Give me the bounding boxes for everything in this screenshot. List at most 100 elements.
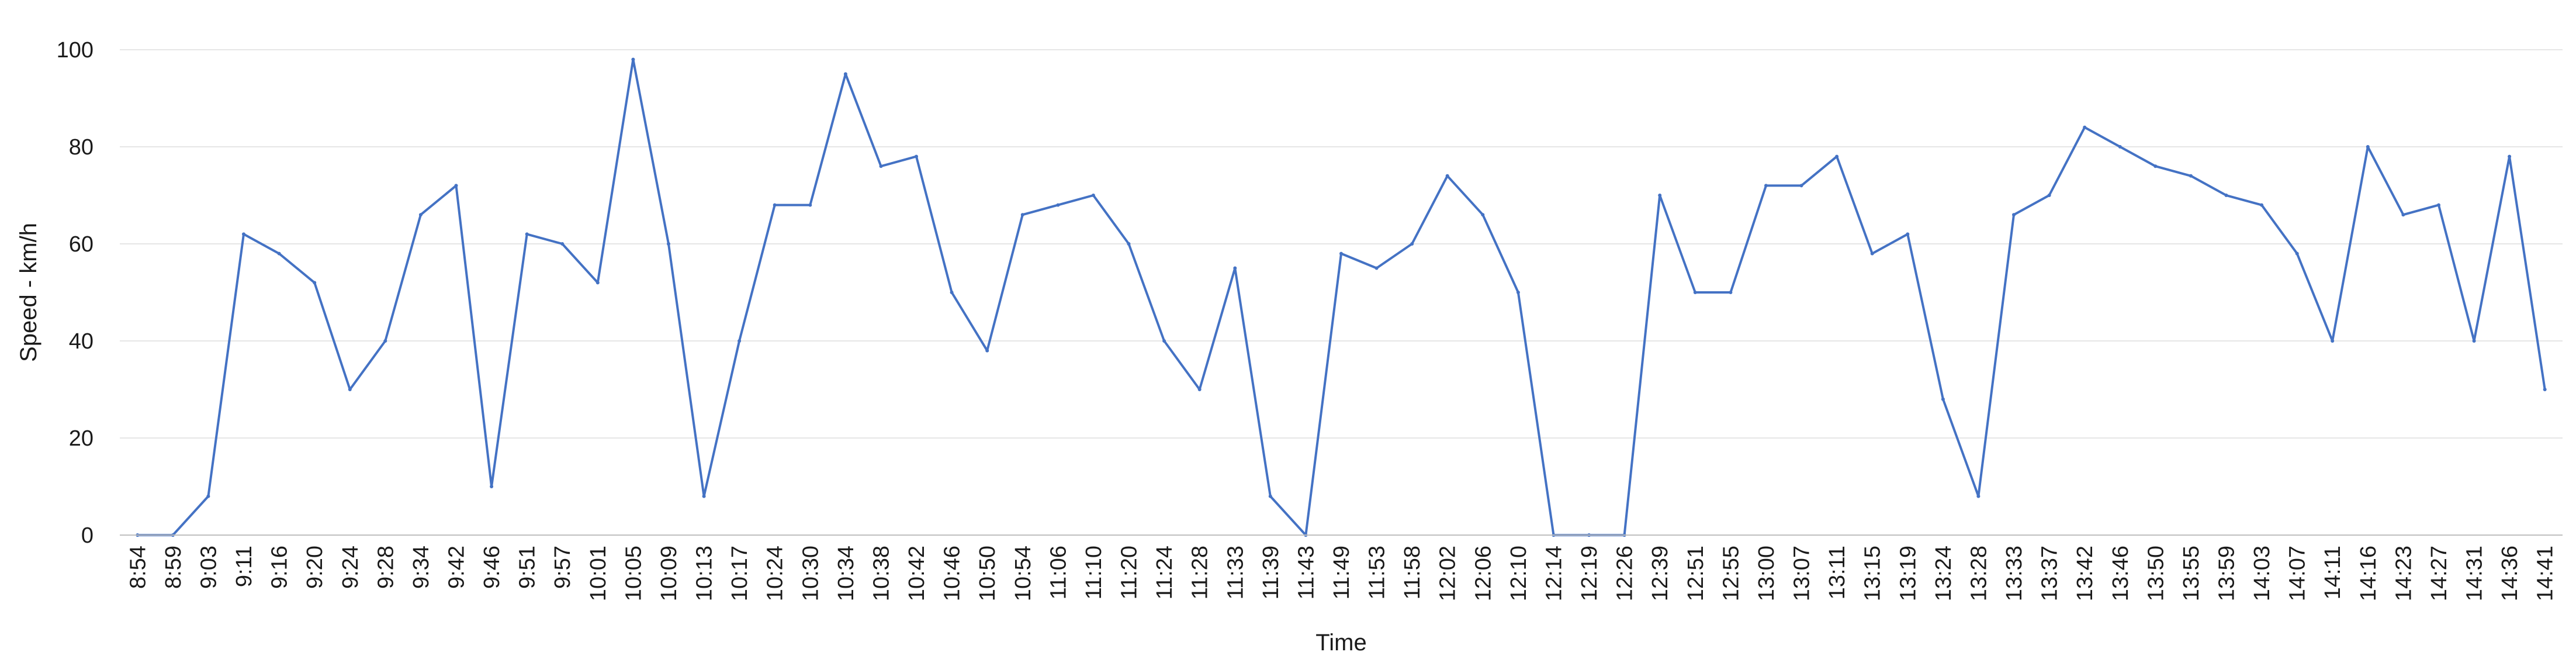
data-point [1127, 242, 1131, 246]
x-tick-label: 9:51 [515, 546, 540, 589]
data-point [242, 232, 245, 236]
x-tick-label: 13:37 [2038, 546, 2062, 601]
data-point [454, 184, 458, 188]
data-point [525, 232, 529, 236]
x-tick-label: 13:33 [2002, 546, 2027, 601]
data-point [1339, 251, 1343, 256]
x-tick-label: 12:14 [1542, 546, 1566, 601]
data-point [595, 281, 600, 285]
x-tick-label: 10:54 [1011, 546, 1036, 601]
x-tick-label: 11:53 [1365, 546, 1390, 599]
x-tick-label: 11:39 [1259, 546, 1283, 599]
data-point [2224, 194, 2228, 197]
data-point [1906, 232, 1910, 236]
x-tick-label: 9:42 [445, 546, 469, 589]
x-tick-label: 12:55 [1719, 546, 1743, 601]
x-tick-label: 13:42 [2073, 546, 2097, 601]
x-tick-label: 9:11 [232, 546, 257, 587]
y-axis-title: Speed - km/h [16, 223, 41, 362]
x-tick-label: 9:57 [550, 546, 575, 589]
x-tick-label: 9:46 [480, 546, 504, 589]
data-point [1056, 203, 1060, 207]
data-point [277, 251, 281, 256]
x-tick-label: 10:05 [621, 546, 646, 601]
y-tick-label: 20 [69, 426, 94, 451]
x-tick-label: 11:28 [1188, 546, 1213, 599]
data-point [879, 164, 883, 168]
data-point [2153, 164, 2158, 168]
data-point [1835, 154, 1839, 158]
data-point [2189, 174, 2193, 178]
data-point [1799, 184, 1803, 188]
y-tick-label: 80 [69, 135, 94, 160]
x-tick-label: 14:31 [2463, 546, 2487, 601]
data-point [915, 154, 918, 158]
data-point [773, 203, 777, 207]
data-point [1020, 213, 1024, 217]
x-tick-label: 10:34 [834, 546, 858, 601]
data-point [2437, 203, 2440, 207]
data-point [2012, 213, 2016, 217]
data-point [1764, 184, 1768, 188]
x-axis-title: Time [1315, 630, 1366, 656]
data-point [2508, 154, 2512, 158]
x-tick-label: 9:16 [268, 546, 292, 589]
y-tick-label: 0 [81, 523, 94, 548]
x-tick-label: 12:19 [1577, 546, 1602, 601]
x-tick-label: 13:11 [1825, 546, 1850, 599]
y-tick-label: 100 [57, 38, 94, 63]
x-tick-label: 14:03 [2250, 546, 2274, 601]
x-tick-label: 10:30 [798, 546, 823, 601]
data-point [2366, 145, 2370, 149]
x-tick-label: 10:46 [940, 546, 965, 601]
data-point [2260, 203, 2264, 207]
x-tick-label: 13:55 [2179, 546, 2204, 601]
x-tick-label: 13:00 [1754, 546, 1779, 601]
data-point [631, 57, 635, 61]
x-tick-label: 11:06 [1046, 546, 1071, 599]
x-tick-label: 12:26 [1613, 546, 1637, 601]
x-tick-label: 12:10 [1507, 546, 1531, 601]
data-point [2472, 339, 2476, 343]
x-tick-label: 10:09 [657, 546, 681, 601]
x-tick-label: 12:06 [1471, 546, 1495, 601]
data-point [490, 485, 494, 488]
data-point [1197, 388, 1202, 391]
x-tick-label: 13:46 [2108, 546, 2133, 601]
data-point [2331, 339, 2335, 343]
data-point [206, 494, 210, 498]
y-tick-label: 40 [69, 329, 94, 354]
x-tick-label: 9:24 [338, 546, 363, 589]
data-point [1976, 494, 1981, 498]
data-point [950, 291, 954, 294]
x-tick-label: 9:20 [303, 546, 327, 589]
x-tick-label: 12:02 [1436, 546, 1460, 601]
x-tick-label: 14:07 [2286, 546, 2310, 601]
series-path [137, 58, 2546, 536]
x-tick-label: 11:58 [1400, 546, 1425, 599]
data-point [313, 281, 317, 285]
x-tick-label: 13:15 [1861, 546, 1885, 601]
x-tick-label: 14:41 [2533, 546, 2558, 601]
data-point [2118, 145, 2122, 149]
x-tick-label: 14:36 [2498, 546, 2522, 601]
x-axis-ticks: 8:54 8:59 9:03 9:11 9:16 9:20 9:24 9:28 9:34 9:42… [126, 546, 2557, 601]
series-group [136, 57, 2547, 537]
data-point [1693, 291, 1697, 294]
data-point [1233, 266, 1237, 270]
x-tick-label: 8:54 [126, 546, 150, 589]
data-point [2083, 125, 2087, 129]
data-point [418, 213, 423, 217]
data-point [985, 349, 989, 353]
data-point [383, 339, 387, 343]
data-point [667, 242, 670, 246]
data-point [1516, 291, 1520, 294]
data-point [560, 242, 565, 246]
y-tick-label: 60 [69, 232, 94, 257]
data-point [702, 494, 706, 498]
x-tick-label: 9:03 [196, 546, 221, 589]
data-point [1729, 291, 1733, 294]
x-tick-label: 14:11 [2321, 546, 2345, 599]
